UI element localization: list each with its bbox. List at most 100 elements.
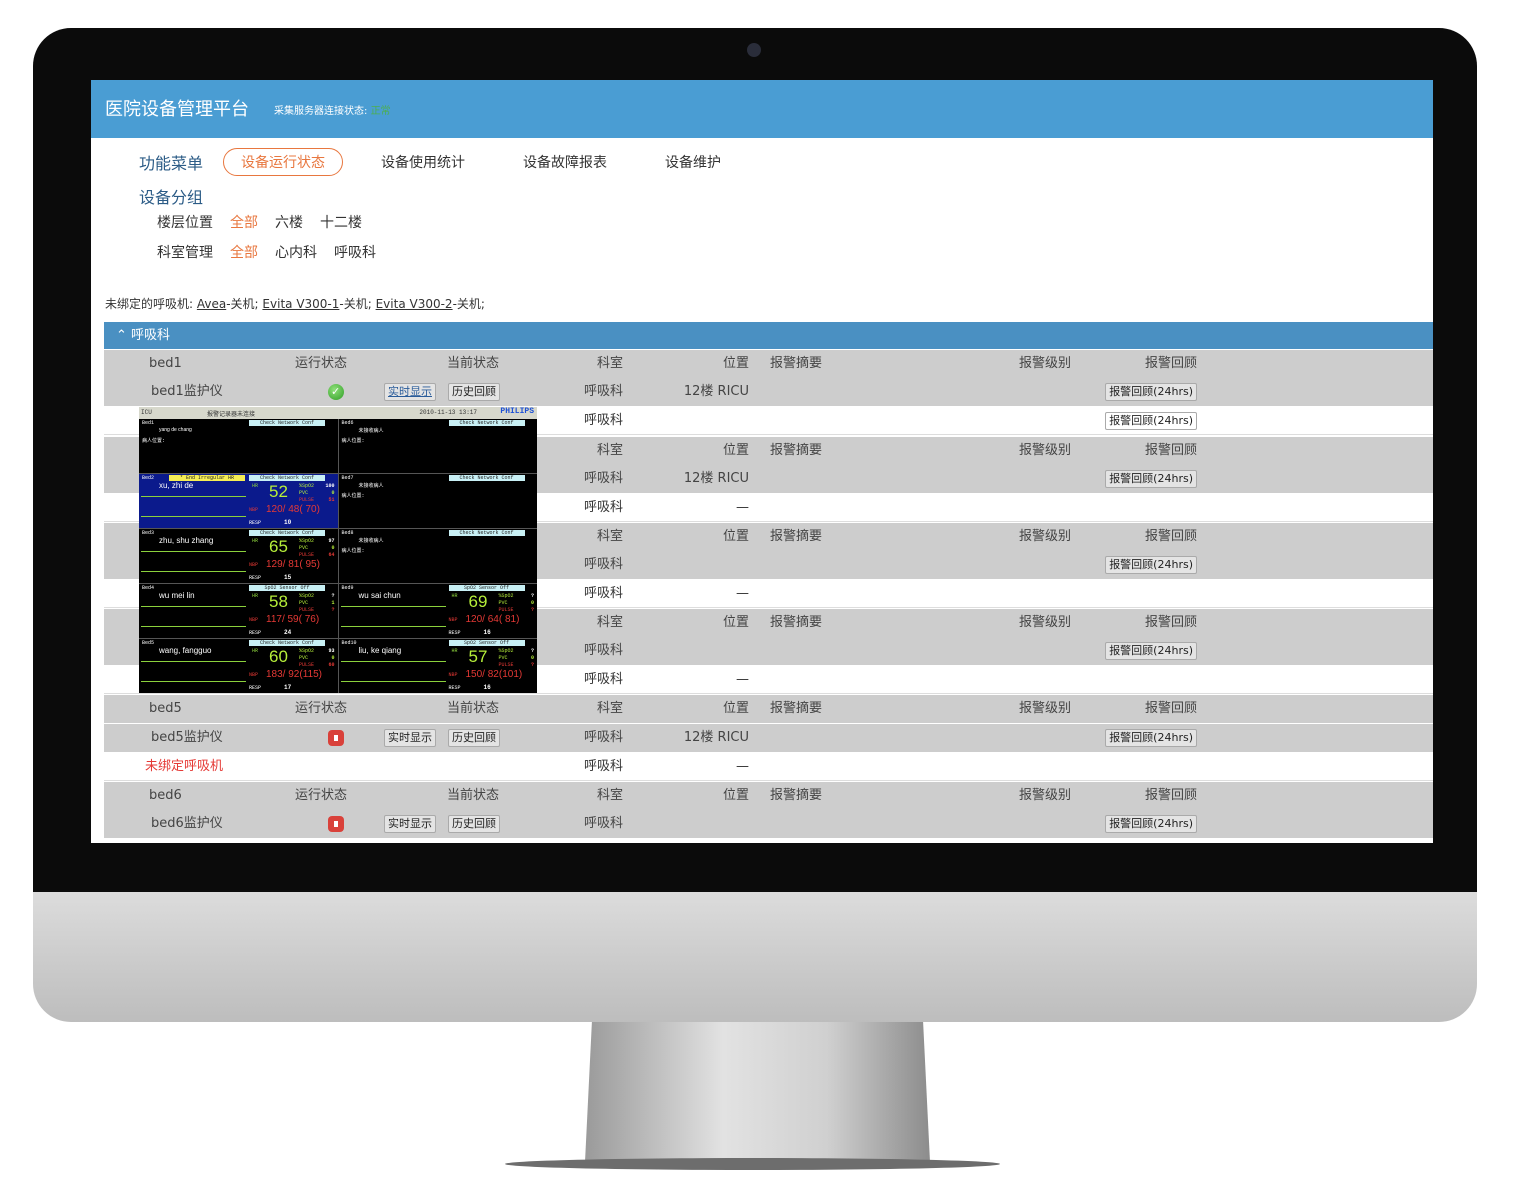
network-status: Check Network Conf: [249, 530, 325, 536]
spo2-label: %SpO2: [299, 483, 315, 489]
bed-label: Bed1: [142, 420, 155, 426]
col-current-state: 当前状态: [447, 356, 500, 371]
floor-6[interactable]: 六楼: [275, 215, 303, 231]
patient-cell[interactable]: Bed6 Check Network Conf 未接收病人 病人位置:: [338, 419, 537, 473]
patient-name: xu, zhi de: [159, 481, 194, 490]
alarm-review-button[interactable]: 报警回顾(24hrs): [1105, 815, 1197, 833]
pvc-value: 1: [331, 600, 335, 606]
col-location: 位置: [722, 701, 749, 716]
alarm-review-button[interactable]: 报警回顾(24hrs): [1105, 556, 1197, 574]
pulse-label: PULSE: [299, 607, 315, 613]
dept-cardiology[interactable]: 心内科: [275, 245, 317, 261]
tab-device-status[interactable]: 设备运行状态: [223, 148, 344, 176]
tab-usage-stats[interactable]: 设备使用统计: [381, 155, 466, 171]
resp-label: RESP: [249, 520, 262, 526]
network-status: Check Network Conf: [249, 475, 325, 481]
spo2-labels: %SpO2 PVC PULSE: [499, 648, 514, 669]
col-dept: 科室: [596, 788, 623, 803]
app-title: 医院设备管理平台: [105, 99, 249, 120]
monitor-unit: ICU: [141, 409, 152, 416]
stopped-status-icon: [328, 816, 344, 832]
monitor-base: [505, 1158, 1000, 1170]
hr-value: 65: [269, 537, 288, 556]
history-button[interactable]: 历史回顾: [448, 729, 500, 747]
alarm-review-button[interactable]: 报警回顾(24hrs): [1105, 729, 1197, 747]
ecg-wave: [340, 606, 446, 607]
spo2-values: 97 0 64: [328, 538, 334, 559]
device-name[interactable]: bed5监护仪: [151, 730, 223, 745]
alarm-review-button[interactable]: 报警回顾(24hrs): [1105, 383, 1197, 401]
spo2-label: %SpO2: [299, 538, 315, 544]
patient-cell[interactable]: Bed7 Check Network Conf 未接收病人 病人位置:: [338, 474, 537, 528]
bed-label: Bed4: [142, 585, 155, 591]
patient-location: 病人位置:: [341, 438, 365, 444]
tab-fault-report[interactable]: 设备故障报表: [523, 155, 608, 171]
patient-location: 病人位置:: [142, 438, 166, 444]
patient-cell[interactable]: Bed9 SpO2 Sensor Off wu sai chun HR 69 %SpO2 P…: [338, 584, 537, 638]
device-name[interactable]: bed6监护仪: [151, 816, 223, 831]
bed-label: Bed7: [341, 475, 354, 481]
pulse-label: PULSE: [299, 662, 315, 668]
patient-cell[interactable]: Bed8 Check Network Conf 未接收病人 病人位置:: [338, 529, 537, 583]
patient-cell[interactable]: Bed1 Check Network Conf yang de chang 病人位置:: [139, 419, 338, 473]
dept-filter: 科室管理 全部 心内科 呼吸科: [157, 242, 393, 262]
alarm-review-button[interactable]: 报警回顾(24hrs): [1105, 412, 1197, 430]
dept-respiratory[interactable]: 呼吸科: [334, 245, 376, 261]
floor-all[interactable]: 全部: [230, 215, 258, 231]
pvc-value: 0: [331, 655, 335, 661]
patient-cell[interactable]: Bed10 SpO2 Sensor Off liu, ke qiang HR 57 %Sp…: [338, 639, 537, 693]
section-header[interactable]: ⌃ 呼吸科: [104, 322, 1433, 349]
resp-label: RESP: [249, 630, 262, 636]
patient-cell[interactable]: Bed2 * End Irregular HR Check Network Conf…: [139, 474, 338, 528]
realtime-button[interactable]: 实时显示: [384, 383, 436, 401]
col-alarm-level: 报警级别: [1018, 788, 1071, 803]
function-menu: 功能菜单 设备运行状态 设备使用统计 设备故障报表 设备维护: [139, 148, 779, 176]
history-button[interactable]: 历史回顾: [448, 815, 500, 833]
ventilator-link[interactable]: Evita V300-2: [375, 297, 453, 311]
patient-cell[interactable]: Bed5 Check Network Conf wang, fangguo HR 60%…: [139, 639, 338, 693]
col-alarm-summary: 报警摘要: [770, 443, 823, 458]
history-button[interactable]: 历史回顾: [448, 383, 500, 401]
col-location: 位置: [722, 529, 749, 544]
ventilator-link[interactable]: Evita V300-1: [262, 297, 340, 311]
pulse-value: ?: [530, 662, 534, 668]
col-alarm-summary: 报警摘要: [770, 356, 823, 371]
ecg-wave: [340, 681, 446, 682]
pvc-label: PVC: [299, 600, 309, 606]
tab-maintenance[interactable]: 设备维护: [665, 155, 722, 171]
chevron-up-icon[interactable]: ⌃: [116, 328, 127, 343]
device-name[interactable]: bed1监护仪: [151, 384, 223, 399]
device-dept: 呼吸科: [583, 471, 623, 486]
realtime-button[interactable]: 实时显示: [384, 729, 436, 747]
patient-cell[interactable]: Bed3 Check Network Conf zhu, shu zhang HR 65…: [139, 529, 338, 583]
resp-value: 15: [284, 574, 292, 581]
section-title: 呼吸科: [131, 328, 171, 343]
floor-label: 楼层位置: [157, 215, 213, 231]
ventilator-link[interactable]: Avea: [196, 297, 227, 311]
ventilator-dept: 呼吸科: [583, 500, 623, 515]
alarm-review-button[interactable]: 报警回顾(24hrs): [1105, 470, 1197, 488]
app-screen: 医院设备管理平台 采集服务器连接状态: 正常 功能菜单 设备运行状态 设备使用统…: [91, 80, 1433, 843]
patient-cell[interactable]: Bed4 SpO2 Sensor Off wu mei lin HR 58 %SpO2 PV…: [139, 584, 338, 638]
bed-label: Bed6: [341, 420, 354, 426]
floor-12[interactable]: 十二楼: [320, 215, 362, 231]
alarm-review-button[interactable]: 报警回顾(24hrs): [1105, 642, 1197, 660]
dept-all[interactable]: 全部: [230, 245, 258, 261]
col-dept: 科室: [596, 615, 623, 630]
pvc-label: PVC: [299, 545, 309, 551]
unbound-label: 未绑定的呼吸机:: [105, 297, 194, 311]
bed-header-row: bed1 运行状态 当前状态 科室 位置 报警摘要 报警级别 报警回顾: [104, 350, 1433, 378]
realtime-button[interactable]: 实时显示: [384, 815, 436, 833]
col-alarm-review: 报警回顾: [1144, 443, 1197, 458]
col-run-state: 运行状态: [295, 701, 348, 716]
spo2-value: 100: [325, 483, 335, 489]
monitor-chin: [33, 892, 1477, 1022]
network-status: Check Network Conf: [249, 640, 325, 646]
ventilator-dept: 呼吸科: [583, 759, 623, 774]
patient-name: wu sai chun: [358, 591, 401, 600]
device-location: 12楼 RICU: [683, 730, 749, 745]
group-title: 设备分组: [139, 188, 204, 207]
brand-logo: PHILIPS: [500, 407, 534, 416]
col-run-state: 运行状态: [295, 356, 348, 371]
col-alarm-level: 报警级别: [1018, 443, 1071, 458]
